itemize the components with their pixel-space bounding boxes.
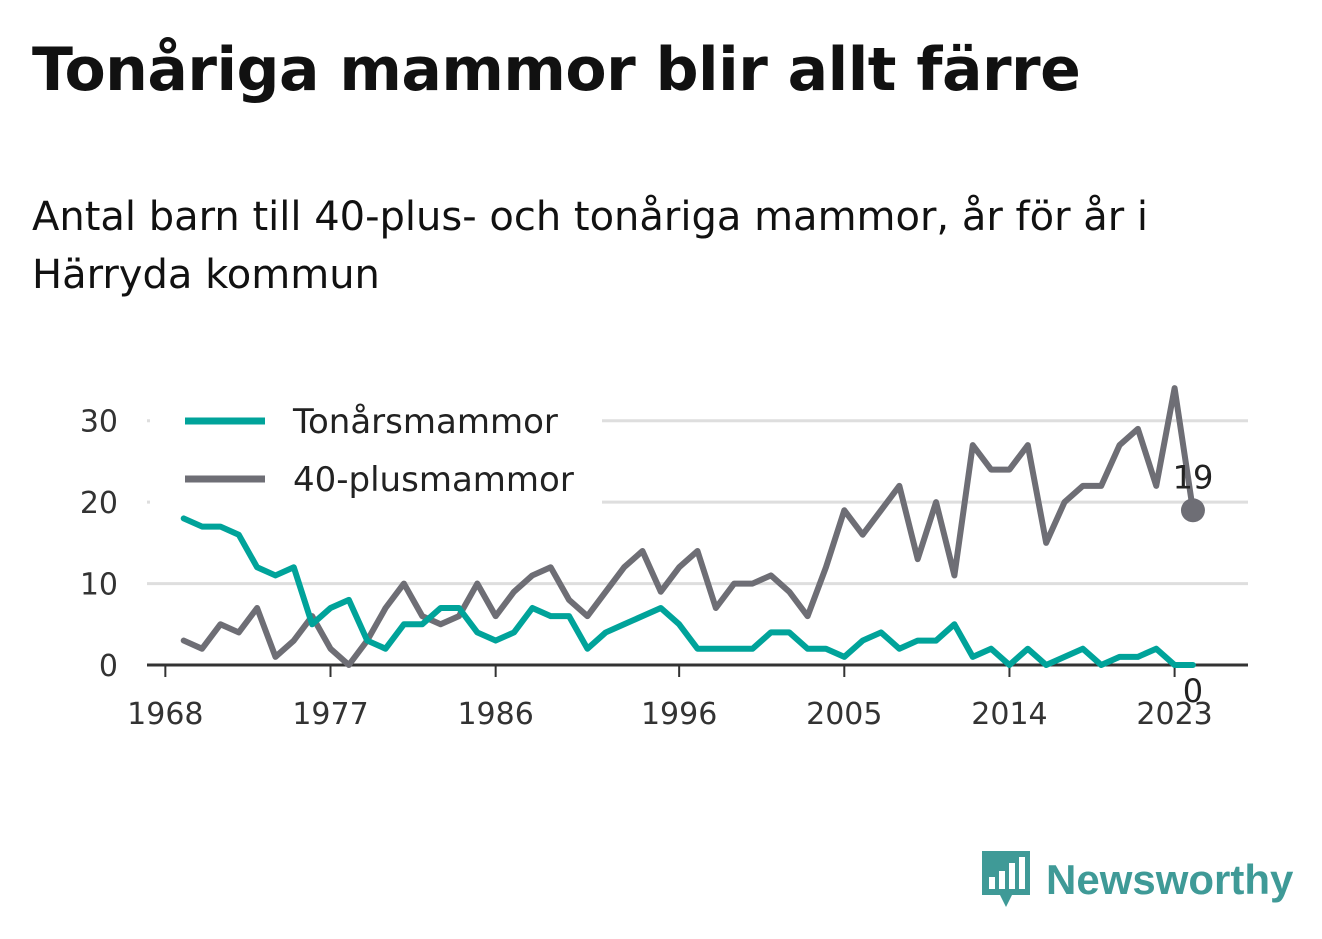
y-tick-label: 10 (80, 568, 118, 603)
end-value-label: 0 (1183, 672, 1203, 710)
series (180, 385, 1205, 668)
newsworthy-logo-icon (982, 851, 1030, 907)
legend: Tonårsmammor 40-plusmammor (150, 393, 602, 511)
y-tick-label: 0 (99, 649, 118, 684)
y-tick-label: 20 (80, 486, 118, 521)
axes: 0 10 20 30 1968 1977 1986 1996 2005 2014 2023 (80, 405, 1248, 732)
brand-name: Newsworthy (1046, 856, 1294, 903)
legend-background (150, 393, 602, 511)
y-tick-label: 30 (80, 405, 118, 440)
series-line (180, 515, 1196, 668)
x-tick-label: 2005 (806, 697, 882, 732)
x-tick-label: 1977 (292, 697, 368, 732)
x-tick-label: 1968 (127, 697, 203, 732)
x-tick-label: 2023 (1136, 697, 1212, 732)
chart-title: Tonåriga mammor blir allt färre (32, 35, 1081, 105)
x-tick-label: 1996 (641, 697, 717, 732)
series-line (180, 385, 1196, 668)
end-point-marker (1180, 498, 1205, 523)
legend-label-40-plusmammor: 40-plusmammor (293, 460, 574, 500)
x-tick-label: 2014 (971, 697, 1047, 732)
brand-logo: Newsworthy (980, 848, 1293, 912)
x-tick-label: 1986 (457, 697, 533, 732)
end-labels: 19 0 (1173, 458, 1214, 710)
end-value-label: 19 (1173, 458, 1214, 496)
legend-label-tonarsmammor: Tonårsmammor (292, 402, 558, 442)
chart-subtitle: Antal barn till 40-plus- och tonåriga ma… (32, 194, 1149, 298)
